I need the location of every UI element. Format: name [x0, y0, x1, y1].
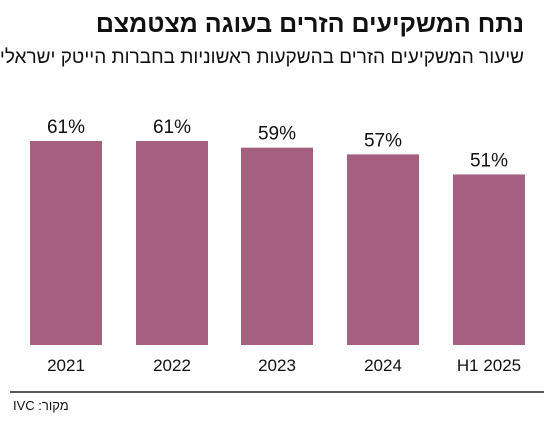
category-label: 2024 — [364, 356, 402, 375]
bar-2021 — [30, 141, 102, 345]
bar-h1-2025 — [453, 174, 525, 345]
category-label: 2021 — [47, 356, 85, 375]
category-label: 2022 — [153, 356, 191, 375]
bar-2022 — [136, 141, 208, 345]
value-label: 57% — [364, 130, 402, 151]
bar-2024 — [347, 154, 419, 345]
value-label: 59% — [258, 124, 296, 145]
bar-2023 — [241, 147, 313, 345]
source-note: מקור: IVC — [13, 398, 69, 413]
value-label: 51% — [470, 150, 508, 171]
value-label: 61% — [47, 117, 85, 138]
chart-title: נתח המשקיעים הזרים בעוגה מצטמצם — [95, 10, 524, 38]
value-label: 61% — [153, 117, 191, 138]
category-label: 2023 — [258, 356, 296, 375]
chart-subtitle: שיעור המשקיעים הזרים בהשקעות ראשוניות בח… — [0, 47, 524, 68]
category-label: H1 2025 — [457, 356, 521, 375]
